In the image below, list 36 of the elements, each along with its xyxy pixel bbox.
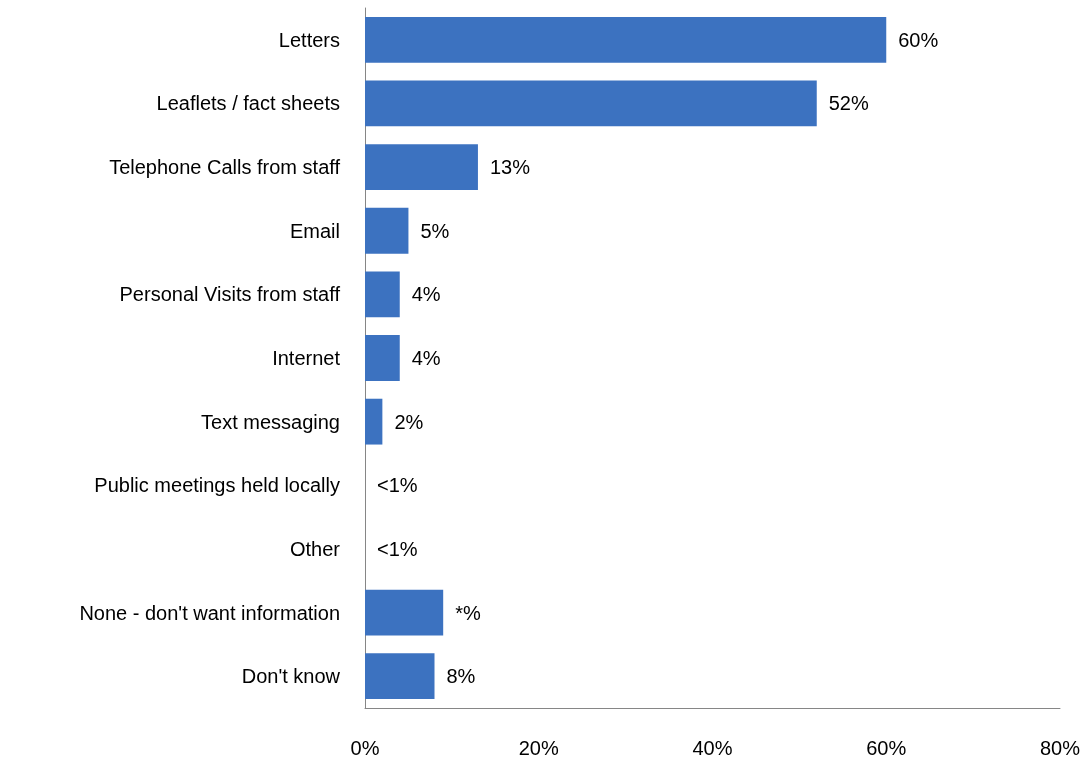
data-label: 4% (411, 347, 441, 369)
x-tick-label: 0% (350, 737, 380, 758)
bar (365, 80, 817, 127)
bar (365, 144, 478, 190)
data-label: 52% (828, 92, 869, 115)
y-tick-label: Email (289, 219, 340, 242)
data-label: <1% (377, 474, 418, 497)
data-label: 2% (394, 410, 424, 433)
data-label: 5% (420, 219, 450, 242)
bar (365, 16, 887, 63)
bar (365, 207, 409, 254)
y-tick-label: Don't know (241, 665, 341, 688)
data-label: *% (455, 601, 481, 624)
x-tick-label: 40% (692, 737, 733, 758)
x-tick-label: 20% (518, 737, 559, 758)
bar (365, 398, 383, 445)
y-tick-label: Other (289, 537, 341, 560)
y-tick-label: Telephone Calls from staff (109, 156, 341, 179)
data-label: 4% (411, 283, 441, 306)
y-tick-label: None - don't want information (79, 601, 340, 624)
bar (365, 589, 444, 636)
bar (365, 335, 400, 381)
bar (365, 653, 435, 700)
x-tick-label: 60% (866, 737, 907, 758)
y-tick-label: Public meetings held locally (94, 474, 340, 497)
data-label: 8% (446, 665, 476, 688)
data-label: <1% (377, 537, 418, 560)
data-label: 13% (489, 156, 531, 179)
y-tick-label: Personal Visits from staff (119, 283, 341, 306)
y-tick-label: Text messaging (201, 410, 340, 433)
y-tick-label: Internet (272, 347, 341, 369)
bar (365, 271, 400, 318)
x-tick-label: 80% (1039, 737, 1081, 758)
data-label: 60% (898, 28, 939, 51)
y-tick-label: Letters (278, 28, 340, 51)
y-tick-label: Leaflets / fact sheets (156, 92, 340, 115)
